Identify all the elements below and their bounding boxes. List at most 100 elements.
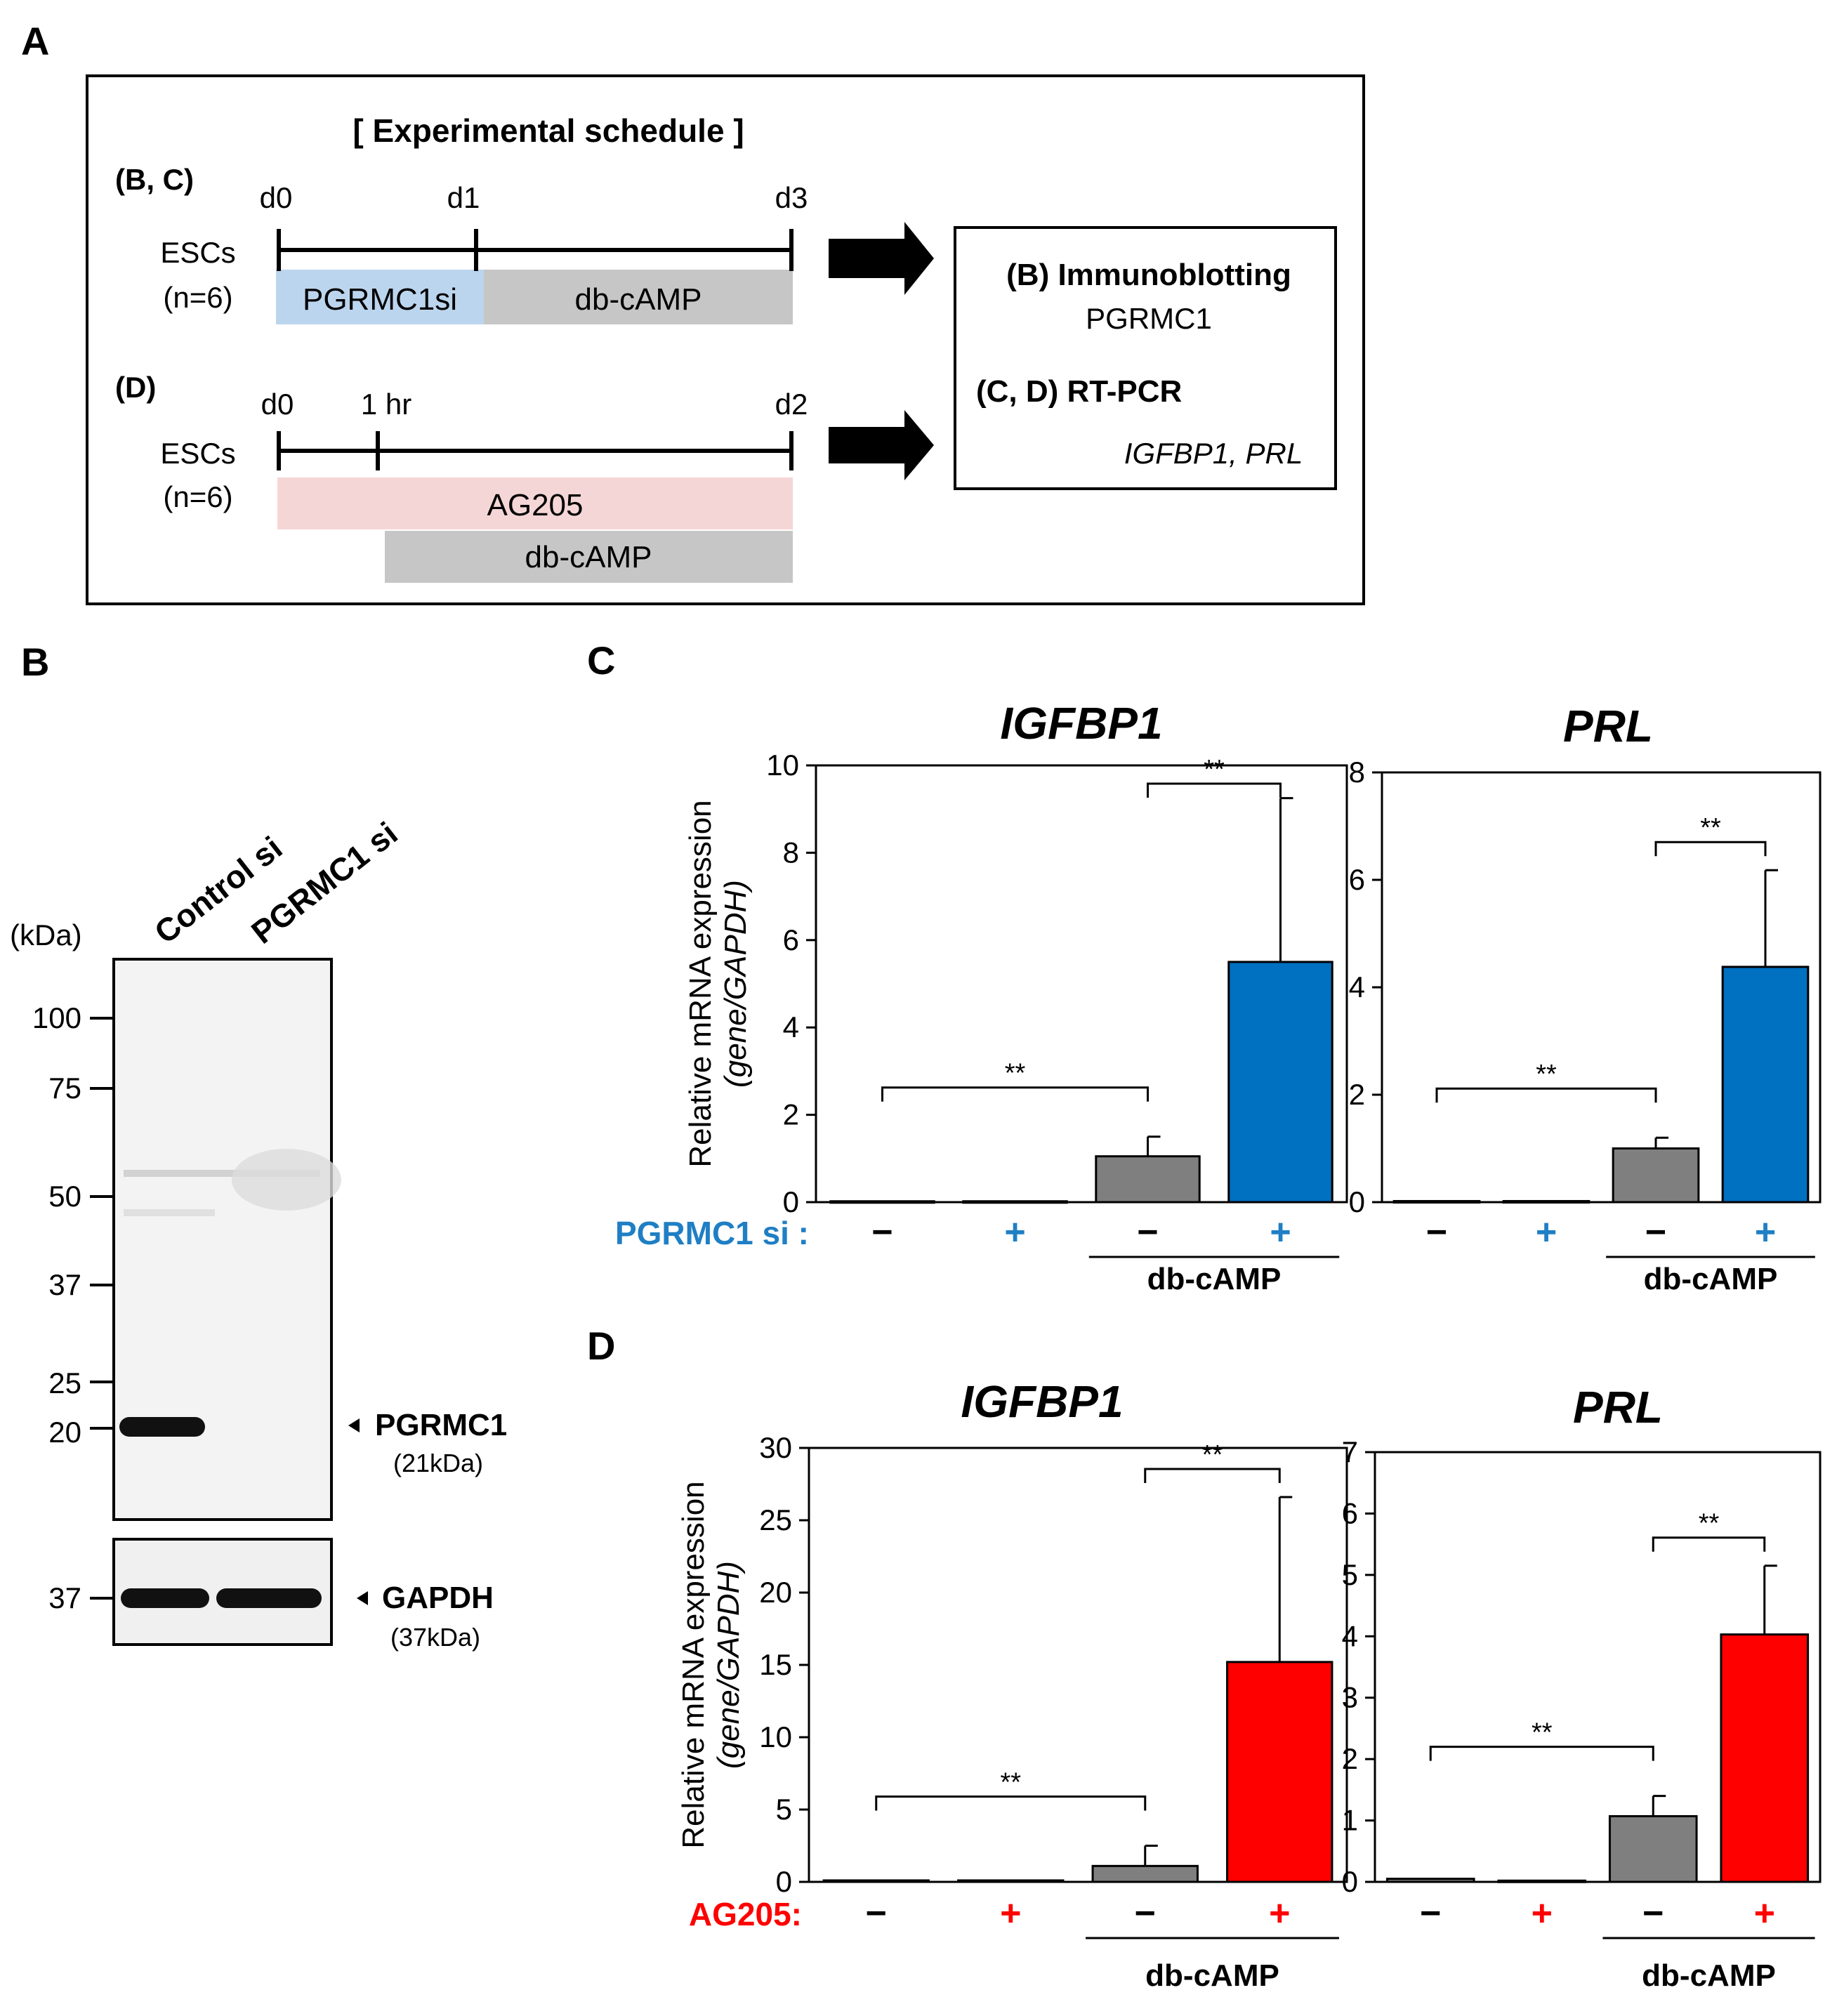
band-pgrmc1-control: [119, 1417, 205, 1437]
group1-day-1: d1: [447, 181, 480, 214]
significance-bracket: [1147, 782, 1282, 798]
y-tick-label: 5: [776, 1793, 792, 1826]
chart-d-igfbp1: IGFBP1 0 5 10 15 20 25 30 Relative mRNA expressi…: [676, 1376, 1348, 1993]
group2-day-2: d2: [775, 388, 808, 421]
y-tick-label: 2: [1349, 1078, 1365, 1111]
group1-day-0: d0: [260, 181, 293, 214]
bar: [1392, 1199, 1481, 1204]
chart-d-prl: PRL 0 1 2 3 4 5 6 7 ** ** − + − + db-cAMP: [1342, 1382, 1822, 1993]
ag205-period-bar: [277, 477, 793, 529]
significance-bracket: [1654, 841, 1767, 857]
significance-label: **: [1700, 813, 1721, 843]
marker-100: 100: [32, 1001, 81, 1034]
x-tick-label: +: [1270, 1212, 1291, 1253]
significance-label: **: [1202, 1440, 1223, 1470]
treatment-label: PGRMC1 si :: [615, 1215, 809, 1251]
result-b-title: (B) Immunoblotting: [1006, 258, 1291, 292]
y-axis-label-sub: (gene/GAPDH): [718, 880, 753, 1088]
group2-tag: (D): [115, 371, 156, 404]
y-tick-label: 0: [783, 1185, 799, 1218]
x-tick-label: −: [1137, 1212, 1158, 1253]
chart-title: IGFBP1: [1000, 698, 1162, 749]
timeline-1: [277, 229, 793, 271]
bar: [822, 1879, 930, 1883]
band-name-pgrmc1: PGRMC1: [375, 1408, 507, 1442]
chart-title: PRL: [1573, 1382, 1663, 1432]
chart-c-prl: PRL 0 2 4 6 8 ** ** − + − + db-cAMP: [1349, 701, 1822, 1296]
plot-frame: [1374, 1451, 1822, 1883]
y-tick-label: 3: [1342, 1681, 1358, 1714]
y-tick-label: 6: [783, 923, 799, 956]
band-size-pgrmc1: (21kDa): [393, 1449, 483, 1477]
bar-label-sirna: PGRMC1si: [303, 282, 457, 317]
schedule-box: [86, 74, 1365, 605]
significance-bracket: [1429, 1746, 1654, 1761]
marker-37: 37: [48, 1268, 81, 1301]
y-tick-label: 4: [1349, 970, 1365, 1003]
panel-label-d: D: [587, 1324, 615, 1368]
significance-label: **: [1536, 1060, 1557, 1089]
bar: [829, 1200, 935, 1204]
y-tick-label: 0: [776, 1865, 792, 1898]
significance-label: **: [1532, 1718, 1553, 1748]
timeline-2: [277, 431, 793, 470]
significance-label: **: [1000, 1768, 1021, 1798]
marker-20: 20: [48, 1416, 81, 1449]
result-cd-genes: IGFBP1, PRL: [1124, 437, 1303, 470]
y-tick-label: 8: [783, 836, 799, 869]
y-tick-label: 7: [1342, 1435, 1358, 1468]
group2-cells: ESCs: [160, 437, 235, 470]
marker-75: 75: [48, 1072, 81, 1105]
panel-label-b: B: [21, 640, 49, 684]
bar: [1091, 1864, 1199, 1883]
bar: [1497, 1879, 1587, 1883]
bar: [1226, 1661, 1333, 1883]
bar: [1721, 966, 1810, 1204]
sirna-period-bar: [276, 270, 484, 324]
result-b-target: PGRMC1: [1086, 302, 1212, 335]
group1-tag: (B, C): [115, 163, 194, 196]
bar: [1502, 1199, 1591, 1204]
chart-c-igfbp1: IGFBP1 0 2 4 6 8 10 Relative mRNA expression (ge…: [615, 698, 1348, 1296]
group2-day-1: 1 hr: [361, 388, 411, 421]
band-gapdh-pgrmc1: [216, 1588, 322, 1608]
x-tick-label: +: [1754, 1893, 1775, 1934]
y-axis-label: Relative mRNA expression: [683, 800, 718, 1167]
blot-background-bands: [124, 1149, 341, 1216]
significance-bracket: [881, 1086, 1149, 1102]
x-tick-label: −: [866, 1893, 887, 1934]
plot-frame: [815, 764, 1348, 1204]
marker-25: 25: [48, 1366, 81, 1399]
marker-ticks: [90, 1017, 114, 1430]
y-axis-label-sub: (gene/GAPDH): [711, 1561, 746, 1769]
camp-label: db-cAMP: [1644, 1262, 1778, 1296]
group2-day-0: d0: [261, 388, 294, 421]
y-tick-label: 6: [1349, 863, 1365, 896]
x-tick-label: −: [1135, 1893, 1156, 1934]
x-tick-label: −: [1645, 1212, 1666, 1253]
band-name-gapdh: GAPDH: [382, 1581, 494, 1615]
y-tick-label: 6: [1342, 1496, 1358, 1529]
group1-n: (n=6): [163, 281, 232, 314]
x-tick-label: +: [1269, 1893, 1290, 1934]
panel-label-c: C: [587, 638, 615, 683]
camp-label: db-cAMP: [1145, 1958, 1279, 1993]
kda-label: (kDa): [10, 918, 82, 951]
camp-period-bar-2: [385, 531, 793, 583]
y-tick-label: 0: [1342, 1865, 1358, 1898]
chart-title: IGFBP1: [961, 1376, 1123, 1427]
group1-day-2: d3: [775, 181, 808, 214]
bar: [1720, 1633, 1810, 1883]
group2-n: (n=6): [163, 480, 232, 513]
gapdh-pointer-icon: [357, 1591, 368, 1605]
band-gapdh-control: [121, 1588, 209, 1608]
y-tick-label: 4: [1342, 1619, 1358, 1652]
x-tick-label: −: [1642, 1893, 1664, 1934]
significance-label: **: [1699, 1509, 1720, 1539]
y-tick-label: 10: [766, 749, 799, 782]
y-tick-label: 4: [783, 1010, 799, 1043]
y-tick-label: 30: [759, 1431, 792, 1464]
